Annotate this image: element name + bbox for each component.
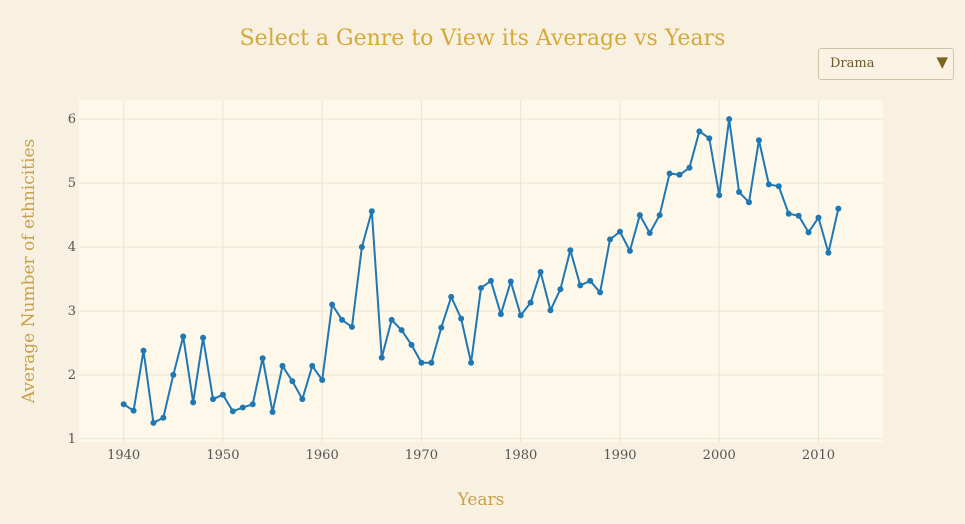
x-tick-label: 1990 xyxy=(603,448,636,463)
data-point xyxy=(210,396,216,403)
y-tick-label: 6 xyxy=(68,112,76,127)
data-point xyxy=(140,347,147,354)
data-point xyxy=(458,315,465,322)
data-point xyxy=(487,277,494,284)
data-point xyxy=(547,307,554,314)
data-point xyxy=(289,378,296,385)
data-point xyxy=(835,205,842,212)
data-point xyxy=(775,183,782,190)
x-tick-label: 1960 xyxy=(306,448,339,463)
triangle-down-icon: ▼ xyxy=(936,53,948,71)
data-point xyxy=(746,199,752,206)
data-point xyxy=(438,324,445,331)
data-point xyxy=(388,316,395,323)
data-point xyxy=(448,293,455,300)
data-point xyxy=(468,359,475,366)
y-tick-label: 3 xyxy=(68,304,76,319)
tick-labels: 1940 1950 1960 1970 1980 1990 2000 2010 1 2 3 4 5 6 xyxy=(68,112,835,463)
data-point xyxy=(567,247,574,254)
x-axis-title: Years xyxy=(457,490,505,510)
data-point xyxy=(428,359,435,366)
data-point xyxy=(348,323,355,330)
data-point xyxy=(785,210,792,217)
data-point xyxy=(130,407,137,414)
data-point xyxy=(577,282,584,289)
data-point xyxy=(815,214,822,221)
y-tick-label: 1 xyxy=(68,432,76,447)
x-tick-label: 2010 xyxy=(802,448,835,463)
data-point xyxy=(219,391,226,398)
data-point xyxy=(358,244,365,251)
x-tick-label: 1940 xyxy=(107,448,140,463)
data-point xyxy=(706,135,713,142)
data-point xyxy=(239,404,246,411)
data-point xyxy=(408,341,415,348)
data-point xyxy=(309,362,316,369)
data-point xyxy=(646,229,653,236)
data-point xyxy=(716,192,723,199)
data-point xyxy=(626,247,633,254)
data-point xyxy=(666,170,673,177)
data-point xyxy=(329,301,336,308)
data-point xyxy=(507,278,514,285)
data-point xyxy=(299,396,306,403)
data-point xyxy=(587,277,594,284)
y-tick-label: 4 xyxy=(68,240,76,255)
data-point xyxy=(190,399,197,406)
data-point xyxy=(805,229,812,236)
data-point xyxy=(229,408,236,415)
chart-title: Select a Genre to View its Average vs Ye… xyxy=(239,26,726,51)
data-point xyxy=(607,236,614,243)
data-point xyxy=(120,401,127,408)
data-point xyxy=(537,268,544,275)
data-point xyxy=(765,181,772,188)
data-point xyxy=(557,286,564,293)
x-tick-label: 1950 xyxy=(206,448,239,463)
data-point xyxy=(170,371,177,378)
y-tick-label: 2 xyxy=(68,368,76,383)
data-point xyxy=(755,137,762,144)
data-point xyxy=(616,228,623,235)
data-point xyxy=(319,376,326,383)
data-point xyxy=(368,208,375,215)
data-point xyxy=(676,171,683,178)
data-point xyxy=(636,212,643,219)
genre-dropdown-value: Drama xyxy=(830,56,875,71)
genre-dropdown[interactable]: Drama ▼ xyxy=(818,48,954,80)
data-point xyxy=(726,116,733,123)
data-point xyxy=(398,327,405,334)
data-point xyxy=(259,355,266,362)
x-tick-label: 1970 xyxy=(405,448,438,463)
x-tick-label: 1980 xyxy=(504,448,537,463)
data-point xyxy=(825,249,832,256)
data-point xyxy=(180,333,187,340)
y-axis-title: Average Number of ethnicities xyxy=(19,139,39,404)
data-point xyxy=(478,284,484,291)
data-point xyxy=(378,354,385,361)
data-point xyxy=(795,212,802,219)
data-point xyxy=(527,299,534,306)
gridlines xyxy=(79,100,883,442)
data-point xyxy=(696,128,703,135)
data-point xyxy=(249,401,256,408)
data-point xyxy=(339,316,346,323)
data-point xyxy=(517,312,524,319)
y-tick-label: 5 xyxy=(68,176,76,191)
data-point xyxy=(497,311,504,318)
data-point xyxy=(279,362,286,369)
plot-area xyxy=(79,100,883,442)
data-point xyxy=(269,408,276,415)
data-point xyxy=(150,419,157,426)
data-point xyxy=(160,414,167,421)
data-point xyxy=(597,289,604,296)
x-tick-label: 2000 xyxy=(703,448,736,463)
data-point xyxy=(736,189,743,196)
data-point xyxy=(418,359,425,366)
series-layer xyxy=(120,116,842,426)
data-point xyxy=(686,164,693,171)
data-point xyxy=(656,212,663,219)
data-point xyxy=(200,334,207,341)
